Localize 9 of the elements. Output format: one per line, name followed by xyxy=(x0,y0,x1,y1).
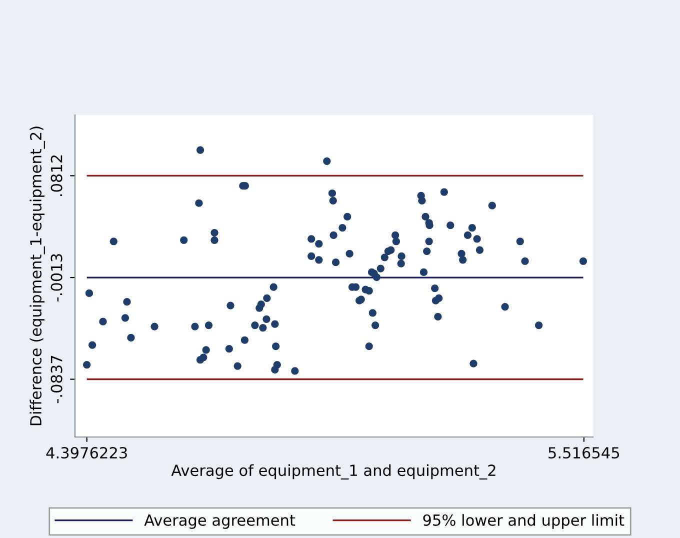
x-tick-label: 4.3976223 xyxy=(46,446,127,459)
y-axis-title: Difference (equipment_1-equipment_2) xyxy=(30,126,45,426)
x-tick-label: 5.516545 xyxy=(548,446,620,459)
legend-label: 95% lower and upper limit xyxy=(423,514,624,529)
y-tick-label: -.0837 xyxy=(50,356,62,404)
y-tick-label: -.0013 xyxy=(50,254,62,302)
x-axis-title: Average of equipment_1 and equipment_2 xyxy=(171,464,496,480)
y-tick-label: .0812 xyxy=(50,155,62,196)
legend-label: Average agreement xyxy=(144,514,296,529)
